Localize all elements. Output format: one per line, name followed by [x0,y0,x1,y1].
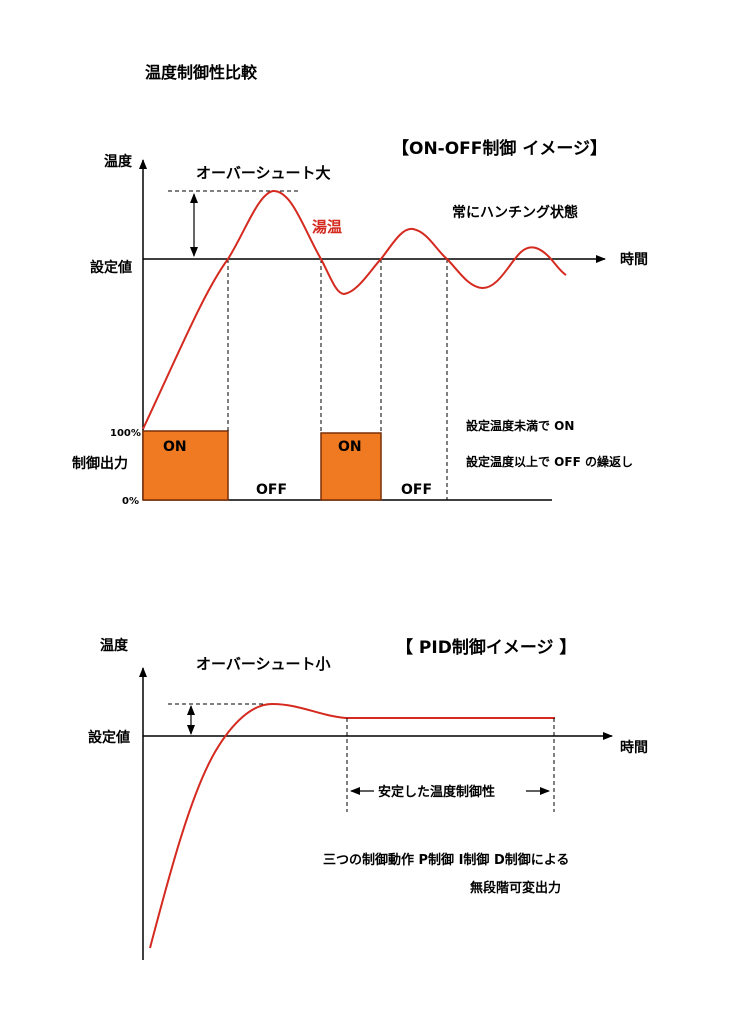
onoff-on-block-2 [320,432,382,501]
pid-setpoint-label: 設定値 [88,729,130,746]
pid-y-axis-label: 温度 [100,637,129,654]
pid-temperature-curve [149,702,555,949]
pid-note-line2: 無段階可変出力 [470,880,561,896]
onoff-output-label: 制御出力 [72,455,128,472]
onoff-temperature-curve [142,189,567,430]
onoff-on-label-2: ON [338,439,362,455]
onoff-rule-off: 設定温度以上で OFF の繰返し [466,454,633,469]
pid-stable-label: 安定した温度制御性 [378,784,495,800]
onoff-hunting-label: 常にハンチング状態 [452,204,578,221]
onoff-overshoot-label: オーバーシュート大 [196,164,331,182]
onoff-on-label-1: ON [163,439,187,455]
onoff-setpoint-label: 設定値 [90,259,132,276]
onoff-on-block-1 [142,430,229,501]
pid-overshoot-label: オーバーシュート小 [196,655,331,673]
onoff-output-0: 0% [122,496,139,507]
page-title: 温度制御性比較 [144,63,258,82]
onoff-y-axis-label: 温度 [104,153,133,170]
onoff-curve-label: 湯温 [312,218,342,236]
onoff-diagram: 【ON-OFF制御 イメージ】 温度 設定値 時間 ON ON OFF OFF … [72,138,648,507]
onoff-output-100: 100% [110,428,141,439]
onoff-heading: 【ON-OFF制御 イメージ】 [392,138,607,159]
pid-diagram: 【 PID制御イメージ 】 温度 設定値 時間 オーバーシュート小 安定した温度… [88,637,648,960]
onoff-rule-on: 設定温度未満で ON [466,418,574,433]
pid-heading: 【 PID制御イメージ 】 [396,637,576,658]
onoff-off-label-2: OFF [401,482,432,498]
pid-note-line1: 三つの制御動作 P制御 I制御 D制御による [323,852,569,868]
onoff-x-axis-label: 時間 [620,251,648,268]
pid-x-axis-label: 時間 [620,739,648,756]
onoff-off-label-1: OFF [256,482,287,498]
